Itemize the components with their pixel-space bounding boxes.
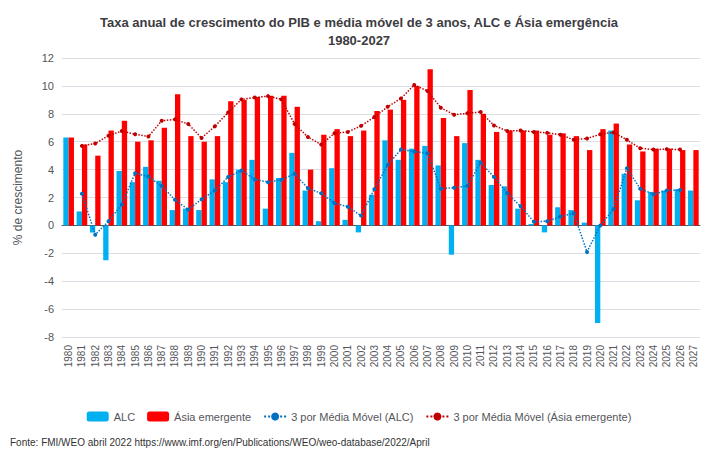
svg-text:1988: 1988 xyxy=(169,345,180,368)
svg-text:1985: 1985 xyxy=(130,345,141,368)
svg-text:1989: 1989 xyxy=(183,345,194,368)
svg-text:2022: 2022 xyxy=(621,345,632,368)
svg-text:% de crescimento: % de crescimento xyxy=(11,149,25,245)
svg-text:2004: 2004 xyxy=(382,345,393,368)
svg-text:-2: -2 xyxy=(44,247,54,259)
svg-text:1986: 1986 xyxy=(143,345,154,368)
svg-text:Taxa anual de crescimento do P: Taxa anual de crescimento do PIB e média… xyxy=(100,15,619,30)
svg-text:2009: 2009 xyxy=(449,345,460,368)
svg-text:12: 12 xyxy=(42,52,54,64)
svg-text:1993: 1993 xyxy=(236,345,247,368)
svg-text:2019: 2019 xyxy=(582,345,593,368)
svg-text:0: 0 xyxy=(48,219,54,231)
svg-text:1997: 1997 xyxy=(289,345,300,368)
svg-text:2018: 2018 xyxy=(568,345,579,368)
svg-text:2013: 2013 xyxy=(502,345,513,368)
svg-text:1987: 1987 xyxy=(156,345,167,368)
svg-text:2007: 2007 xyxy=(422,345,433,368)
svg-text:2024: 2024 xyxy=(648,345,659,368)
svg-text:-8: -8 xyxy=(44,331,54,343)
svg-text:1998: 1998 xyxy=(302,345,313,368)
svg-text:2026: 2026 xyxy=(675,345,686,368)
svg-text:2012: 2012 xyxy=(488,345,499,368)
svg-text:ALC: ALC xyxy=(114,411,135,423)
svg-text:1996: 1996 xyxy=(276,345,287,368)
svg-text:3 por Média Móvel (ALC): 3 por Média Móvel (ALC) xyxy=(291,411,413,423)
svg-text:2000: 2000 xyxy=(329,345,340,368)
svg-text:2017: 2017 xyxy=(555,345,566,368)
svg-text:1990: 1990 xyxy=(196,345,207,368)
svg-text:1984: 1984 xyxy=(116,345,127,368)
svg-text:2003: 2003 xyxy=(369,345,380,368)
svg-text:2023: 2023 xyxy=(635,345,646,368)
svg-text:1995: 1995 xyxy=(263,345,274,368)
svg-text:2025: 2025 xyxy=(661,345,672,368)
svg-text:2014: 2014 xyxy=(515,345,526,368)
svg-text:2020: 2020 xyxy=(595,345,606,368)
svg-text:1983: 1983 xyxy=(103,345,114,368)
svg-text:8: 8 xyxy=(48,108,54,120)
svg-text:2027: 2027 xyxy=(688,345,699,368)
svg-text:10: 10 xyxy=(42,80,54,92)
svg-text:2021: 2021 xyxy=(608,345,619,368)
svg-text:-4: -4 xyxy=(44,275,54,287)
svg-text:1980: 1980 xyxy=(63,345,74,368)
svg-text:2005: 2005 xyxy=(395,345,406,368)
svg-text:Ásia emergente: Ásia emergente xyxy=(174,411,251,423)
svg-text:1999: 1999 xyxy=(316,345,327,368)
svg-text:2002: 2002 xyxy=(356,345,367,368)
svg-text:Fonte: FMI/WEO abril 2022 http: Fonte: FMI/WEO abril 2022 https://www.im… xyxy=(10,437,430,448)
svg-text:2: 2 xyxy=(48,192,54,204)
svg-text:2006: 2006 xyxy=(409,345,420,368)
svg-text:1994: 1994 xyxy=(249,345,260,368)
svg-text:2016: 2016 xyxy=(542,345,553,368)
svg-text:1992: 1992 xyxy=(223,345,234,368)
svg-text:-6: -6 xyxy=(44,303,54,315)
svg-text:2001: 2001 xyxy=(342,345,353,368)
svg-text:2010: 2010 xyxy=(462,345,473,368)
svg-text:3 por Média Móvel (Ásia emerge: 3 por Média Móvel (Ásia emergente) xyxy=(453,411,631,423)
svg-text:2008: 2008 xyxy=(435,345,446,368)
svg-text:6: 6 xyxy=(48,136,54,148)
svg-text:1980-2027: 1980-2027 xyxy=(328,33,390,48)
svg-text:1982: 1982 xyxy=(90,345,101,368)
svg-text:1981: 1981 xyxy=(76,345,87,368)
svg-text:1991: 1991 xyxy=(209,345,220,368)
svg-text:2011: 2011 xyxy=(475,345,486,367)
svg-text:2015: 2015 xyxy=(528,345,539,368)
svg-text:4: 4 xyxy=(48,164,54,176)
